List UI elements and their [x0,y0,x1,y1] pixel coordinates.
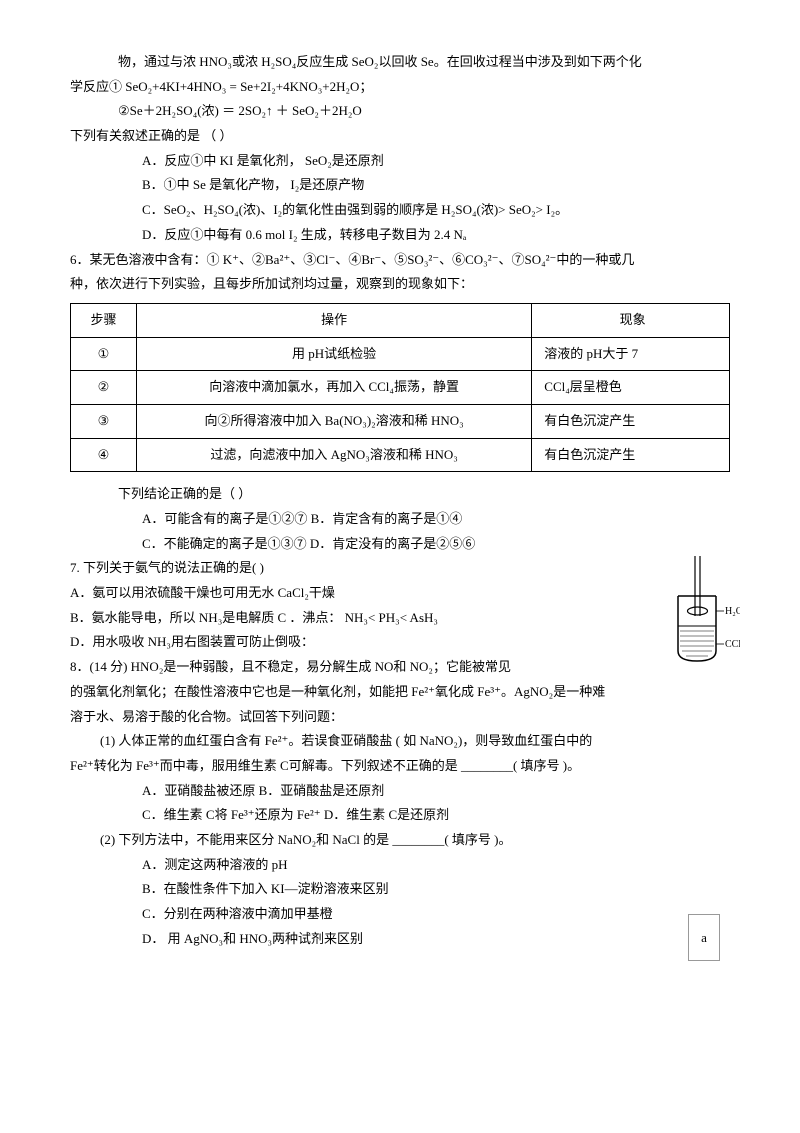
q8-p2: 的强氧化剂氧化；在酸性溶液中它也是一种氧化剂，如能把 Fe²⁺氧化成 Fe³⁺。… [70,680,730,705]
intro-line-2: 学反应① SeO₂+4KI+4HNO₃ = Se+2I₂+4KNO₃+2H₂O； [70,75,730,100]
r4c3: 有白色沉淀产生 [532,438,730,472]
q8-s2-opt-b: B．在酸性条件下加入 KI—淀粉溶液来区别 [70,877,730,902]
q5-lead: 下列有关叙述正确的是 （ ） [70,124,730,149]
intro-line-1: 物，通过与浓 HNO₃或浓 H₂SO₄反应生成 SeO₂以回收 Se。在回收过程… [70,50,730,75]
q5-option-d: D．反应①中每有 0.6 mol I₂ 生成，转移电子数目为 2.4 Nₐ [70,223,730,248]
q6-sub-lead: 下列结论正确的是（ ） [70,482,730,507]
q8-s1-opt-cd: C．维生素 C将 Fe³⁺还原为 Fe²⁺ D．维生素 C是还原剂 [70,803,730,828]
q8-s2-opt-d: D． 用 AgNO₃和 HNO₃两种试剂来区别 [70,927,730,952]
label-ccl4: CCl₄ [725,639,740,650]
r2c1: ② [71,371,137,405]
th-step: 步骤 [71,303,137,337]
r3c3: 有白色沉淀产生 [532,404,730,438]
q6-lead-2: 种，依次进行下列实验，且每步所加试剂均过量，观察到的现象如下： [70,272,730,297]
q7-option-bc: B．氨水能导电，所以 NH₃是电解质 C ．沸点： NH₃< PH₃< AsH₃ [70,606,730,631]
label-h2o: H₂O [725,606,740,617]
r1c2: 用 pH试纸检验 [136,337,531,371]
q6-option-cd: C．不能确定的离子是①③⑦ D．肯定没有的离子是②⑤⑥ [70,532,730,557]
r2c2: 向溶液中滴加氯水，再加入 CCl₄振荡，静置 [136,371,531,405]
q7-block: 7. 下列关于氨气的说法正确的是( ) A．氨可以用浓硫酸干燥也可用无水 CaC… [70,556,730,655]
r4c1: ④ [71,438,137,472]
q7-option-d: D．用水吸收 NH₃用右图装置可防止倒吸： [70,630,730,655]
r3c1: ③ [71,404,137,438]
r3c2: 向②所得溶液中加入 Ba(NO₃)₂溶液和稀 HNO₃ [136,404,531,438]
apparatus-diagram: H₂O CCl₄ [660,556,740,666]
th-phen: 现象 [532,303,730,337]
q5-option-a: A．反应①中 KI 是氧化剂， SeO₂是还原剂 [70,149,730,174]
q8-p3: 溶于水、易溶于酸的化合物。试回答下列问题： [70,705,730,730]
q5-option-c: C．SeO₂、H₂SO₄(浓)、I₂的氧化性由强到弱的顺序是 H₂SO₄(浓)>… [70,198,730,223]
q6-option-ab: A．可能含有的离子是①②⑦ B．肯定含有的离子是①④ [70,507,730,532]
q8-p1: 8．(14 分) HNO₂是一种弱酸，且不稳定，易分解生成 NO和 NO₂；它能… [70,655,730,680]
q7-lead: 7. 下列关于氨气的说法正确的是( ) [70,556,730,581]
q8-s1-opt-ab: A．亚硝酸盐被还原 B．亚硝酸盐是还原剂 [70,779,730,804]
q5-option-b: B．①中 Se 是氧化产物， I₂是还原产物 [70,173,730,198]
q8-block: 8．(14 分) HNO₂是一种弱酸，且不稳定，易分解生成 NO和 NO₂；它能… [70,655,730,951]
q8-s1b: Fe²⁺转化为 Fe³⁺而中毒，服用维生素 C可解毒。下列叙述不正确的是 ___… [70,754,730,779]
side-label-a: a [688,914,720,961]
r4c2: 过滤，向滤液中加入 AgNO₃溶液和稀 HNO₃ [136,438,531,472]
experiment-table: 步骤 操作 现象 ① 用 pH试纸检验 溶液的 pH大于 7 ② 向溶液中滴加氯… [70,303,730,472]
q8-s1a: (1) 人体正常的血红蛋白含有 Fe²⁺。若误食亚硝酸盐 ( 如 NaNO₂)，… [70,729,730,754]
q8-s2-opt-c: C．分别在两种溶液中滴加甲基橙 [70,902,730,927]
r1c1: ① [71,337,137,371]
q8-s2-opt-a: A．测定这两种溶液的 pH [70,853,730,878]
r2c3: CCl₄层呈橙色 [532,371,730,405]
th-op: 操作 [136,303,531,337]
q6-lead-1: 6．某无色溶液中含有：① K⁺、②Ba²⁺、③Cl⁻、④Br⁻、⑤SO₃²⁻、⑥… [70,248,730,273]
q7-option-a: A．氨可以用浓硫酸干燥也可用无水 CaCl₂干燥 [70,581,730,606]
r1c3: 溶液的 pH大于 7 [532,337,730,371]
q8-s2: (2) 下列方法中，不能用来区分 NaNO₂和 NaCl 的是 ________… [70,828,730,853]
intro-line-3: ②Se＋2H₂SO₄(浓) ＝ 2SO₂↑ ＋ SeO₂＋2H₂O [70,99,730,124]
